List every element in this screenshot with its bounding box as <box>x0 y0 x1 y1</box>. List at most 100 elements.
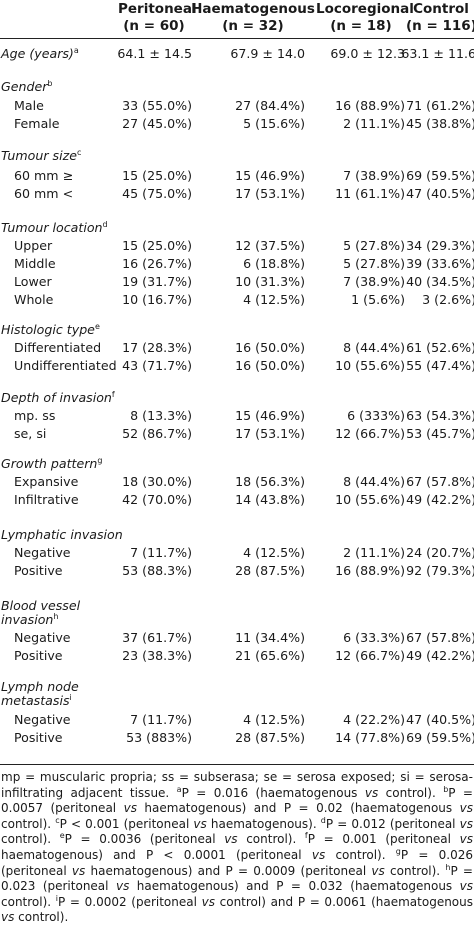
cell-control: 69 (59.5%) <box>406 168 474 183</box>
header-rule <box>0 38 474 39</box>
row-label-text: metastasis <box>1 693 70 708</box>
table-row: Negative 7 (11.7%) 4 (12.5%) 2 (11.1%) 24 (2… <box>0 544 474 562</box>
row-label: 60 mm ≥ <box>14 167 73 185</box>
header-haematogenous: Haematogenous (n = 32) <box>190 1 316 35</box>
row-label: Positive <box>14 562 63 580</box>
row-section-label: Depth of invasionf <box>1 389 115 407</box>
cell-haematogenous: 16 (50.0%) <box>235 358 305 373</box>
header-locoregional-n: (n = 18) <box>330 18 392 34</box>
table-row: Positive 53 (883%) 28 (87.5%) 14 (77.8%) 69 … <box>0 729 474 747</box>
row-label: Negative <box>14 544 71 562</box>
row-section-label: metastasisi <box>1 692 72 710</box>
row-label: Expansive <box>14 473 78 491</box>
header-peritoneal-name: Peritoneal <box>118 1 197 17</box>
table-row: 60 mm < 45 (75.0%) 17 (53.1%) 11 (61.1%) 47 … <box>0 185 474 203</box>
cell-locoregional: 16 (88.9%) <box>335 563 405 578</box>
table-row: Age (years)a 64.1 ± 14.5 67.9 ± 14.0 69.0 ±… <box>0 45 474 63</box>
cell-haematogenous: 15 (46.9%) <box>235 168 305 183</box>
header-haematogenous-n: (n = 32) <box>222 18 284 34</box>
table-row: metastasisi <box>0 692 474 710</box>
row-label: 60 mm < <box>14 185 73 203</box>
footnote-marker: b <box>47 78 53 88</box>
cell-locoregional: 10 (55.6%) <box>335 492 405 507</box>
cell-locoregional: 5 (27.8%) <box>343 238 405 253</box>
footnote-vs: vs <box>311 847 326 862</box>
cell-peritoneal: 42 (70.0%) <box>122 492 192 507</box>
header-peritoneal: Peritoneal (n = 60) <box>118 1 197 35</box>
footnote-h: P = 0.023 (peritoneal <box>1 863 473 894</box>
cell-locoregional: 16 (88.9%) <box>335 98 405 113</box>
cell-peritoneal: 15 (25.0%) <box>122 168 192 183</box>
header-control-n: (n = 116) <box>406 18 474 34</box>
cell-peritoneal: 43 (71.7%) <box>122 358 192 373</box>
table-row: Growth patterng <box>0 455 474 473</box>
footnote-mark-a: a <box>176 784 182 794</box>
table-row: invasionh <box>0 611 474 629</box>
cell-control: 49 (42.2%) <box>406 492 474 507</box>
cell-haematogenous: 10 (31.3%) <box>235 274 305 289</box>
row-label: Positive <box>14 647 63 665</box>
table-row: Histologic typee <box>0 321 474 339</box>
row-label-text: Gender <box>1 79 48 94</box>
row-label-text: Positive <box>14 648 63 663</box>
cell-haematogenous: 4 (12.5%) <box>243 712 305 727</box>
header-control: Control (n = 116) <box>406 1 474 35</box>
cell-peritoneal: 8 (13.3%) <box>130 408 192 423</box>
table-row: Expansive 18 (30.0%) 18 (56.3%) 8 (44.4%) 67… <box>0 473 474 491</box>
table-row: Female 27 (45.0%) 5 (15.6%) 2 (11.1%) 45 (38… <box>0 115 474 133</box>
cell-control: 67 (57.8%) <box>406 474 474 489</box>
footnote-f-3: control). <box>325 847 396 862</box>
row-section-label: Lymph node <box>1 678 79 696</box>
row-label: se, si <box>14 425 46 443</box>
footnote-h-2: haematogenous) and P = 0.032 (haematogen… <box>129 879 460 894</box>
cell-control: 24 (20.7%) <box>406 545 474 560</box>
table-row: Infiltrative 42 (70.0%) 14 (43.8%) 10 (55.6… <box>0 491 474 509</box>
footnote-g: P = 0.026 (peritoneal <box>1 847 473 878</box>
table-row: Tumour locationd <box>0 219 474 237</box>
row-label-text: Lymphatic invasion <box>1 527 123 542</box>
footnote-vs: vs <box>115 879 130 894</box>
cell-haematogenous: 15 (46.9%) <box>235 408 305 423</box>
row-label-text: Female <box>14 116 60 131</box>
row-label-text: Male <box>14 98 44 113</box>
table-row: Whole 10 (16.7%) 4 (12.5%) 1 (5.6%) 3 (2.6%) <box>0 291 474 309</box>
cell-haematogenous: 11 (34.4%) <box>235 630 305 645</box>
header-peritoneal-n: (n = 60) <box>123 18 185 34</box>
footnote-g-2: haematogenous) and P = 0.0009 (peritonea… <box>85 863 372 878</box>
cell-control: 40 (34.5%) <box>406 274 474 289</box>
footnote-mark-b: b <box>443 784 449 794</box>
cell-locoregional: 1 (5.6%) <box>351 292 405 307</box>
cell-peritoneal: 45 (75.0%) <box>122 186 192 201</box>
footnote-h-3: control). <box>1 894 56 909</box>
row-label-text: Negative <box>14 712 71 727</box>
cell-haematogenous: 17 (53.1%) <box>235 426 305 441</box>
row-label-text: Growth pattern <box>1 456 98 471</box>
row-label: Infiltrative <box>14 491 79 509</box>
footnote-vs: vs <box>459 801 473 816</box>
table-row: Depth of invasionf <box>0 389 474 407</box>
header-locoregional-name: Locoregional <box>316 1 414 17</box>
cell-peritoneal: 15 (25.0%) <box>122 238 192 253</box>
row-label-text: Positive <box>14 730 63 745</box>
footnote-vs: vs <box>123 801 137 816</box>
cell-locoregional: 2 (11.1%) <box>343 545 405 560</box>
footnote-mark-d: d <box>320 815 326 825</box>
table-row: Lymph node <box>0 678 474 696</box>
cell-peritoneal: 64.1 ± 14.5 <box>117 46 192 61</box>
cell-haematogenous: 67.9 ± 14.0 <box>230 46 305 61</box>
row-label-text: Depth of invasion <box>1 390 112 405</box>
footnote-d-2: control). <box>1 832 60 847</box>
footnote-b-2: haematogenous) and P = 0.02 (haematogeno… <box>136 801 460 816</box>
cell-haematogenous: 28 (87.5%) <box>235 730 305 745</box>
row-label-text: 60 mm < <box>14 186 74 201</box>
footnote-marker: g <box>97 455 103 465</box>
cell-locoregional: 10 (55.6%) <box>335 358 405 373</box>
cell-control: 63.1 ± 11.6 <box>401 46 474 61</box>
cell-locoregional: 7 (38.9%) <box>343 168 405 183</box>
footnote-mark-h: h <box>445 862 451 872</box>
table-row: Blood vessel <box>0 597 474 615</box>
footnote-c: P < 0.001 (peritoneal <box>59 816 194 831</box>
cell-peritoneal: 17 (28.3%) <box>122 340 192 355</box>
row-section-label: Blood vessel <box>1 597 80 615</box>
